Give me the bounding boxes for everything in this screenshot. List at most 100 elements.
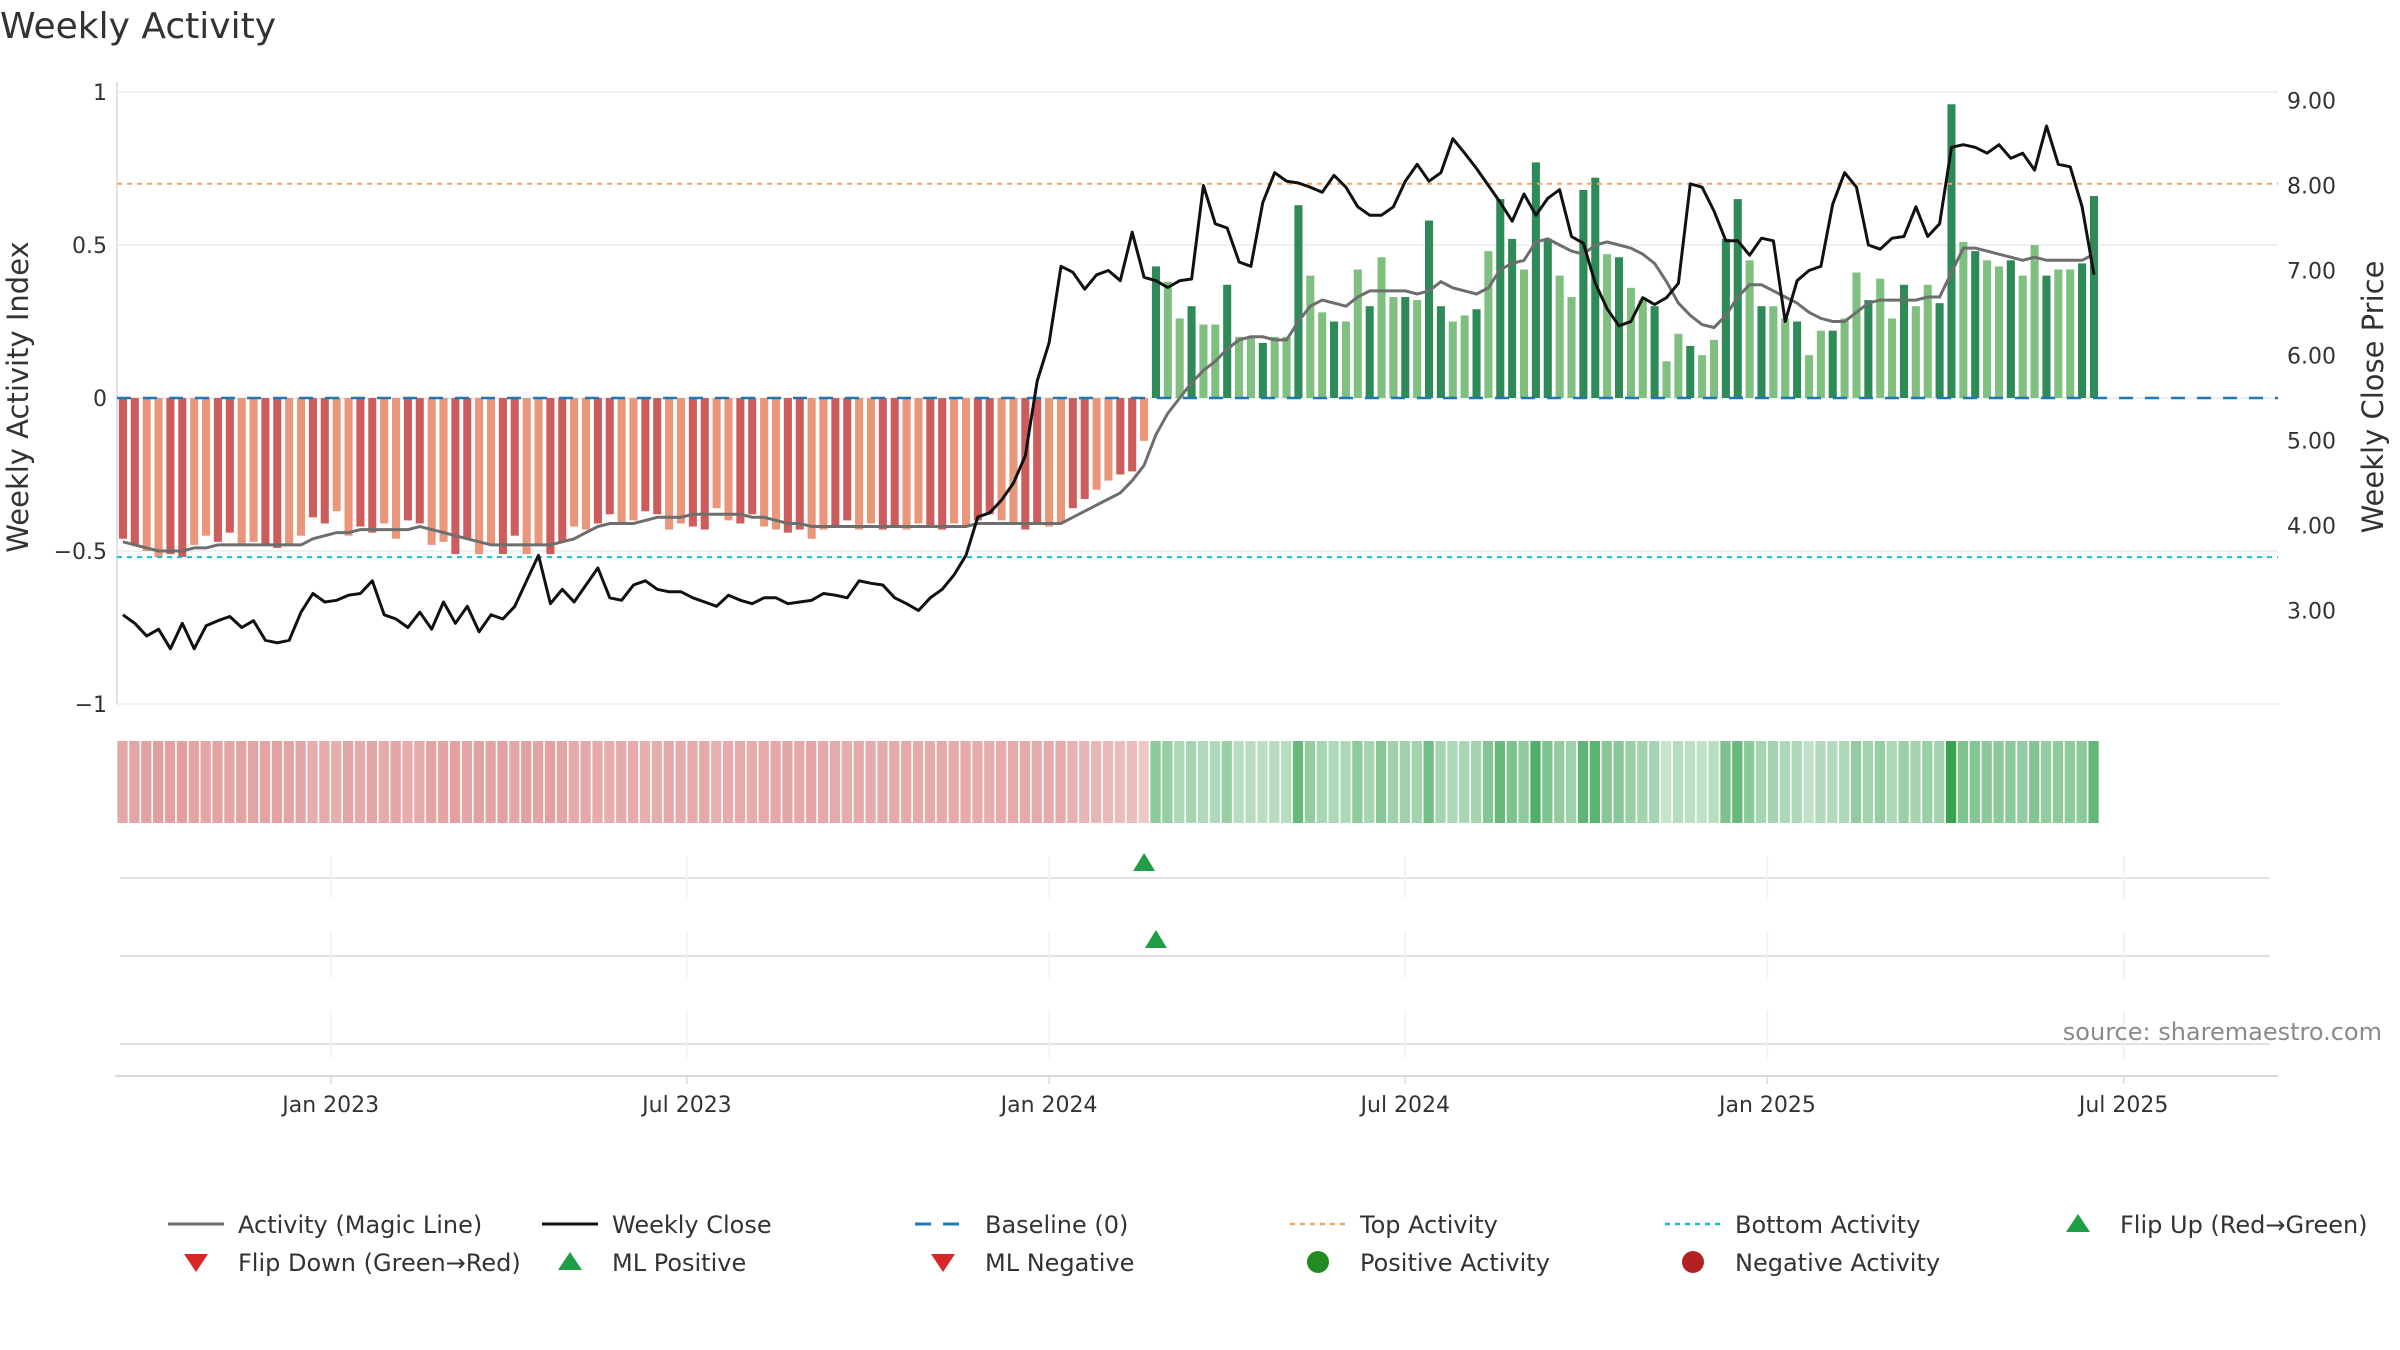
activity-bar: [1318, 312, 1327, 398]
heat-cell: [532, 741, 544, 823]
heat-cell: [485, 741, 496, 823]
heat-cell: [414, 741, 425, 823]
heat-cell: [675, 741, 686, 823]
activity-bar: [1258, 342, 1267, 398]
activity-bar: [1555, 275, 1564, 398]
activity-bar: [700, 398, 709, 530]
source-label: source: sharemaestro.com: [2063, 1018, 2382, 1046]
activity-bar: [1389, 297, 1398, 398]
heat-cell: [1186, 741, 1197, 823]
heat-cell: [1435, 741, 1446, 823]
heat-cell: [651, 741, 662, 823]
heat-cell: [1055, 741, 1066, 823]
activity-bar: [1804, 355, 1814, 398]
heat-cell: [972, 741, 983, 823]
legend-label: Flip Up (Red→Green): [2120, 1211, 2368, 1239]
heat-cell: [1292, 741, 1304, 823]
activity-bar: [1721, 238, 1730, 398]
heat-cell: [1684, 741, 1695, 823]
heat-cell: [449, 741, 461, 823]
signal-marker-rows: [120, 853, 2270, 1058]
heat-cell: [1067, 741, 1078, 823]
activity-bar: [2078, 263, 2087, 398]
heat-cell: [1720, 741, 1731, 823]
heat-cell: [1257, 741, 1268, 823]
heat-cell: [794, 741, 805, 823]
heat-cell: [960, 741, 971, 823]
activity-bar: [1033, 398, 1042, 524]
activity-bar: [1543, 238, 1552, 398]
activity-bar: [1709, 339, 1719, 398]
activity-bar: [558, 398, 567, 542]
activity-bar: [1686, 345, 1695, 398]
activity-bar: [748, 398, 757, 515]
heat-cell: [1114, 741, 1126, 823]
y2-tick-label: 7.00: [2287, 260, 2336, 285]
activity-bar: [1377, 257, 1386, 398]
y2-tick-label: 3.00: [2287, 600, 2336, 625]
heat-cell: [1815, 741, 1826, 823]
activity-bar: [1959, 241, 1968, 398]
heat-cell: [699, 741, 710, 823]
legend-label: Negative Activity: [1735, 1249, 1940, 1277]
heat-cell: [1649, 741, 1660, 823]
activity-bar: [1888, 318, 1897, 398]
activity-bar: [843, 398, 852, 521]
activity-bar: [380, 398, 389, 524]
activity-bar: [890, 398, 899, 527]
heat-cell: [782, 741, 793, 823]
activity-bar: [415, 398, 424, 524]
activity-bar: [1128, 398, 1137, 472]
activity-bar: [118, 398, 127, 539]
activity-bar: [760, 398, 769, 527]
activity-bar: [1828, 330, 1837, 398]
heat-cell: [2064, 741, 2075, 823]
heat-cell: [378, 741, 389, 823]
activity-bar: [1698, 355, 1707, 398]
activity-bar: [297, 398, 306, 536]
heat-cell: [1660, 741, 1672, 823]
activity-bar: [950, 398, 959, 524]
activity-bar: [1104, 398, 1113, 481]
activity-bar: [1246, 336, 1255, 398]
heat-cell: [912, 741, 924, 823]
heat-cell: [2029, 741, 2040, 823]
activity-bar: [1852, 272, 1861, 398]
activity-bar: [1626, 287, 1635, 398]
heat-cell: [806, 741, 817, 823]
activity-bar: [1531, 162, 1540, 398]
heat-cell: [568, 741, 579, 823]
heat-cell: [901, 741, 912, 823]
heat-cell: [1482, 741, 1494, 823]
heat-cell: [259, 741, 271, 823]
y-tick-label: 0: [93, 387, 107, 412]
heat-cell: [1732, 741, 1743, 823]
activity-bar: [403, 398, 412, 521]
activity-bar: [1757, 306, 1766, 398]
legend-label: ML Negative: [985, 1249, 1134, 1277]
activity-bar: [914, 398, 923, 524]
activity-bar: [439, 398, 448, 542]
activity-bar: [154, 398, 163, 558]
heat-cell: [663, 741, 674, 823]
heat-cell: [1779, 741, 1790, 823]
activity-bar: [451, 398, 460, 555]
activity-bar: [1116, 398, 1125, 475]
heat-cell: [1803, 741, 1814, 823]
heat-cell: [1874, 741, 1885, 823]
heat-cell: [117, 741, 128, 823]
heat-cell: [248, 741, 259, 823]
activity-bar: [391, 398, 401, 539]
activity-bar: [570, 398, 579, 527]
x-tick-label: Jan 2024: [999, 1093, 1098, 1118]
heat-cell: [1138, 741, 1149, 823]
activity-bar: [1638, 300, 1647, 398]
activity-bar: [1068, 398, 1077, 509]
heat-cell: [1174, 741, 1185, 823]
heat-cell: [639, 741, 651, 823]
activity-bar: [1603, 254, 1612, 398]
heat-cell: [224, 741, 235, 823]
activity-bar: [463, 398, 472, 539]
heat-cell: [402, 741, 413, 823]
activity-bar: [1496, 199, 1505, 398]
